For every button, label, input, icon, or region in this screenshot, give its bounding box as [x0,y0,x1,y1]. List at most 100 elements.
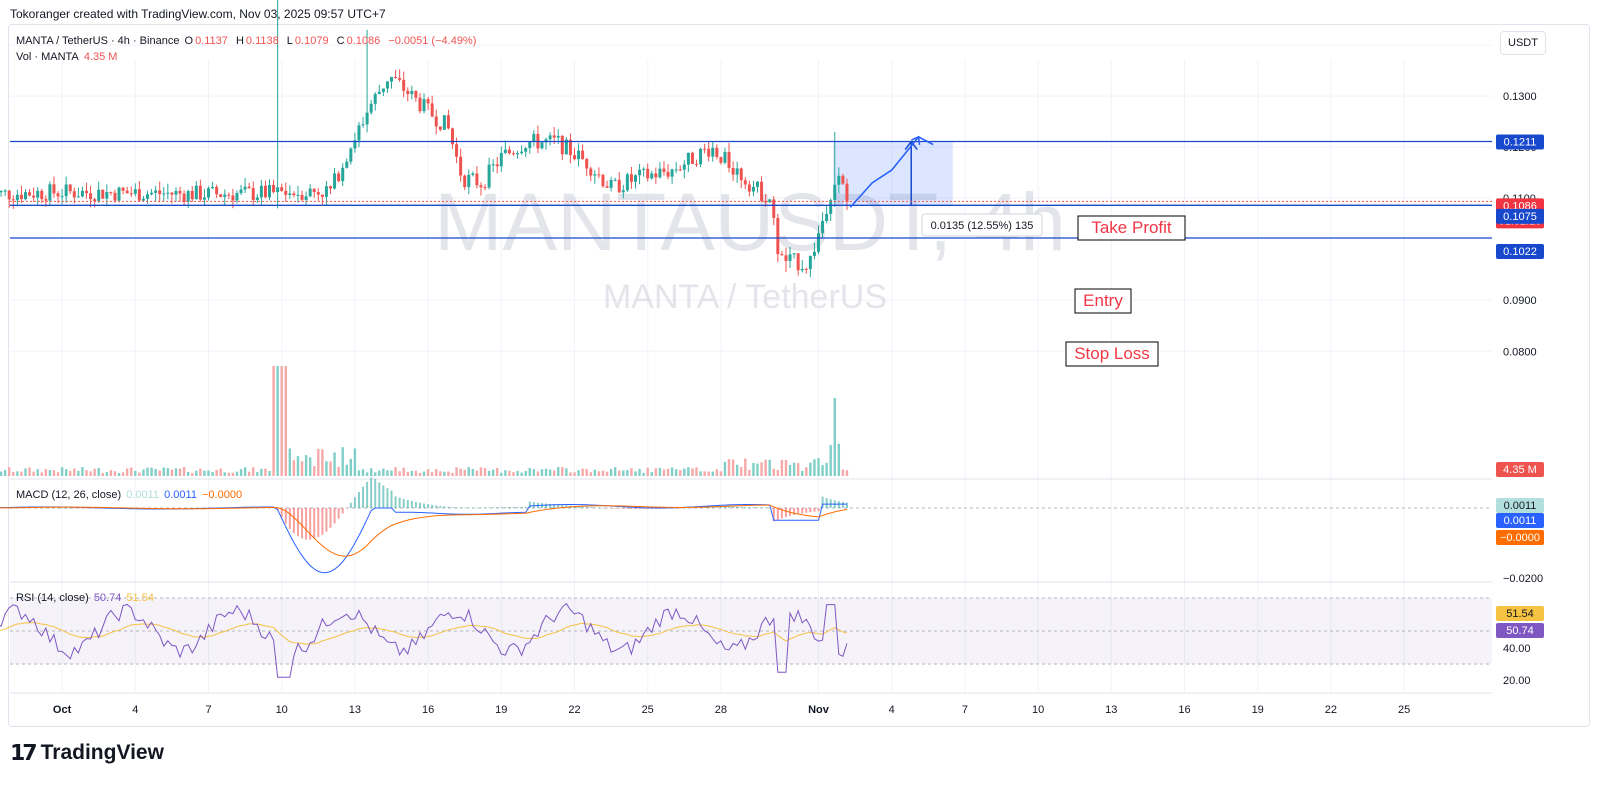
candle-body-92 [361,124,365,126]
candle-body-155 [617,179,621,193]
volume-bar-89 [349,458,353,476]
macd-hist-bar-89 [349,502,352,508]
volume-bar-115 [455,467,458,476]
volume-bar-143 [569,472,572,476]
open-label: O [184,35,194,47]
volume-bar-15 [48,470,52,476]
candle-body-144 [573,155,576,160]
candle-body-106 [418,97,422,112]
candle-body-93 [365,112,369,125]
macd-hist-bar-82 [321,508,324,535]
candle-body-208 [833,184,837,201]
macd-hist-bar-18 [61,507,64,509]
annotations: Take Profit Entry Stop Loss 0.0135 (12.55%)… [921,213,1186,367]
volume-bar-10 [28,467,31,476]
volume-bar-58 [223,472,226,476]
candle-body-42 [158,190,162,195]
macd-hist-bar-130 [516,506,519,508]
volume-bar-170 [679,470,682,476]
candle-body-65 [251,188,255,200]
candle-body-182 [727,151,731,169]
volume-bar-49 [186,471,190,476]
candle-body-29 [105,192,109,199]
macd-hist-bar-47 [179,508,182,509]
candles [0,0,849,278]
candle-body-54 [207,188,210,198]
candle-body-82 [320,194,324,197]
macd-hist-bar-73 [284,508,287,524]
tradingview-logo-icon: 𝟭𝟳 [10,740,38,765]
volume-bar-61 [235,471,239,476]
volume-bar-161 [642,472,645,476]
volume-bar-156 [622,470,625,476]
candle-body-96 [377,91,381,94]
candle-body-126 [499,152,503,167]
volume-badge-text: 4.35 M [1503,464,1537,476]
candle-body-95 [373,93,377,104]
volume-bar-90 [353,448,357,476]
volume-bar-36 [134,470,137,476]
candle-body-47 [178,190,182,194]
rsi-badge-text-0: 51.54 [1506,608,1534,620]
volume-bar-86 [337,466,340,476]
candle-body-57 [219,194,223,197]
volume-bar-102 [402,467,405,476]
time-tick-13: 7 [962,704,968,716]
candle-body-24 [85,190,88,194]
candle-body-61 [235,193,239,201]
candle-body-108 [426,99,430,104]
currency-button[interactable]: USDT [1500,31,1546,55]
candle-body-78 [304,196,308,200]
volume-bar-158 [630,468,633,476]
candle-body-157 [625,174,629,191]
volume-bar-3 [0,471,3,476]
candle-body-59 [227,194,231,196]
volume-bar-195 [780,459,784,476]
candle-body-173 [690,152,694,164]
rsi-badge-1 [1496,623,1544,638]
candle-body-197 [788,254,792,261]
macd-hist-bar-155 [618,508,621,509]
volume-bar-190 [760,462,763,476]
candle-body-53 [202,197,206,200]
candle-body-119 [471,173,475,175]
candle-body-195 [780,254,784,256]
volume-bar-81 [317,448,320,476]
price-tick-5: 0.0900 [1503,295,1537,307]
time-tick-1: Oct [53,704,72,716]
volume-bar-122 [483,468,487,476]
candle-body-192 [768,199,772,203]
volume-bar-54 [207,470,210,476]
volume-bar-75 [292,460,296,476]
volume-label: Vol · MANTA [16,51,79,63]
macd-badge-text-1: 0.0011 [1504,515,1537,527]
candle-body-152 [605,186,609,188]
macd-hist-bar-103 [406,500,409,508]
macd-hist-bar-94 [370,477,373,508]
macd-hist-bar-71 [276,508,279,511]
volume-bar-140 [557,467,560,476]
candle-body-16 [52,184,56,194]
macd-hist-bar-161 [642,508,645,510]
volume-bar-19 [64,469,68,476]
macd-hist-bar-126 [500,507,503,508]
candle-body-115 [455,144,459,157]
candle-body-88 [345,161,349,168]
volume-bar-191 [764,459,767,476]
candle-body-97 [381,88,385,92]
volume-bar-205 [821,465,824,476]
volume-bar-125 [496,467,499,476]
projection-arrow-icon [911,135,921,146]
macd-hist-bar-190 [760,507,763,509]
macd-hist-bar-185 [740,506,743,508]
volume-bar-116 [459,468,462,476]
candle-body-156 [621,190,625,193]
volume-bar-197 [788,464,792,476]
macd-hist-bar-51 [195,507,198,509]
macd-hist-bar-191 [764,507,767,509]
volume-bar-151 [601,470,605,476]
macd-hist-bar-139 [553,504,556,508]
volume-bar-179 [715,469,719,476]
volume-bar-130 [516,470,519,476]
